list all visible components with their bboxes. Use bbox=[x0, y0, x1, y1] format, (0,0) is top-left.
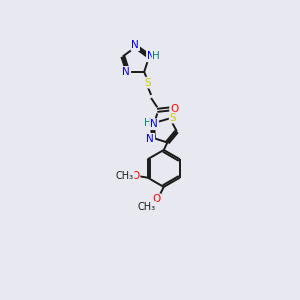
Text: N: N bbox=[122, 67, 130, 77]
Text: N: N bbox=[147, 51, 154, 62]
Text: CH₃: CH₃ bbox=[116, 171, 134, 181]
Text: S: S bbox=[170, 112, 176, 123]
Text: O: O bbox=[170, 104, 178, 114]
Text: N: N bbox=[150, 119, 158, 129]
Text: S: S bbox=[144, 78, 151, 88]
Text: N: N bbox=[131, 40, 139, 50]
Text: H: H bbox=[152, 51, 160, 61]
Text: N: N bbox=[146, 134, 154, 144]
Text: H: H bbox=[144, 118, 152, 128]
Text: O: O bbox=[152, 194, 160, 204]
Text: O: O bbox=[131, 171, 140, 181]
Text: CH₃: CH₃ bbox=[138, 202, 156, 212]
